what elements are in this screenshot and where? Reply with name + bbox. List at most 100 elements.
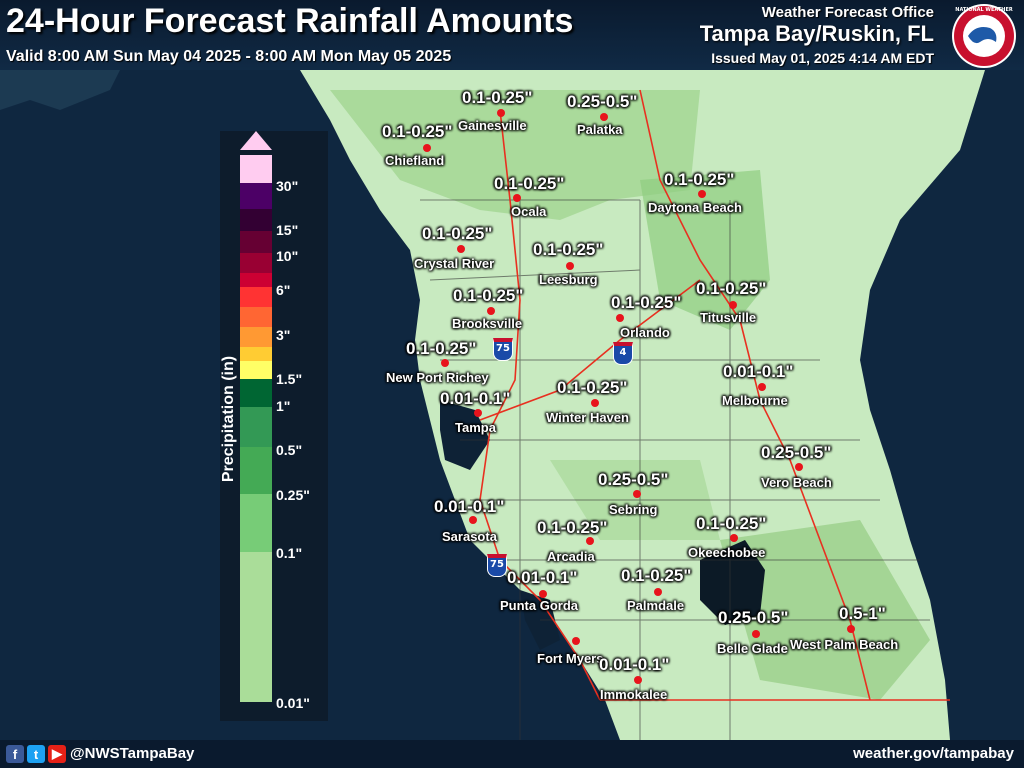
city-marker [847, 625, 855, 633]
legend-tick-label: 0.25" [276, 487, 310, 503]
legend-arrow [240, 131, 272, 150]
city-rainfall-amount: 0.1-0.25" [537, 518, 608, 537]
city-rainfall-amount: 0.1-0.25" [453, 286, 524, 305]
legend-swatch [240, 347, 272, 361]
city-name: Palatka [577, 122, 623, 137]
city-marker [487, 307, 495, 315]
legend-swatch [240, 552, 272, 702]
legend-title: Precipitation (in) [220, 355, 237, 483]
office-name: Tampa Bay/Ruskin, FL [699, 21, 934, 46]
social-handle[interactable]: @NWSTampaBay [70, 745, 195, 762]
legend-tick-label: 0.01" [276, 695, 310, 711]
legend-swatch [240, 155, 272, 183]
city-rainfall-amount: 0.1-0.25" [621, 566, 692, 585]
county-lines [420, 199, 930, 740]
legend-swatch [240, 327, 272, 347]
greener-zone-east [640, 170, 770, 330]
city-rainfall-amount: 0.1-0.25" [462, 88, 533, 107]
city-rainfall-amount: 0.1-0.25" [611, 293, 682, 312]
legend-tick-label: 15" [276, 222, 299, 238]
city-name: Titusville [700, 310, 757, 325]
city-marker [698, 190, 706, 198]
city-rainfall-amount: 0.1-0.25" [557, 378, 628, 397]
city-name: West Palm Beach [790, 637, 899, 652]
legend-swatch [240, 231, 272, 253]
city-name: Okeechobee [688, 545, 766, 560]
city-name: Chiefland [385, 153, 445, 168]
city-marker [729, 301, 737, 309]
city-name: Sebring [609, 502, 658, 517]
valid-period: Valid 8:00 AM Sun May 04 2025 - 8:00 AM … [6, 48, 452, 65]
twitter-icon[interactable]: t [27, 745, 45, 763]
legend-swatch [240, 183, 272, 209]
legend-swatch [240, 407, 272, 447]
header-bar [0, 0, 1024, 70]
city-name: Orlando [620, 325, 670, 340]
city-name: Melbourne [722, 393, 788, 408]
legend-swatch [240, 447, 272, 494]
city-marker [572, 637, 580, 645]
city-name: Palmdale [627, 598, 685, 613]
legend-panel [220, 131, 328, 721]
office-label: Weather Forecast Office [761, 4, 934, 21]
panhandle-land [0, 70, 120, 110]
city-name: Fort Myers [537, 651, 604, 666]
city-rainfall-amount: 0.1-0.25" [494, 174, 565, 193]
legend-tick-label: 3" [276, 327, 291, 343]
legend-tick-label: 30" [276, 178, 299, 194]
legend-tick-label: 1.5" [276, 371, 303, 387]
city-marker [441, 359, 449, 367]
greener-zone-south [720, 520, 930, 700]
legend-tick-label: 10" [276, 248, 299, 264]
legend-color-bar [240, 131, 272, 702]
legend-tick-label: 0.5" [276, 442, 303, 458]
tampa-bay [440, 400, 490, 470]
city-marker [600, 113, 608, 121]
city-rainfall-amount: 0.1-0.25" [696, 514, 767, 533]
interstate-shield-icon: 75 [487, 554, 507, 577]
city-rainfall-amount: 0.25-0.5" [718, 608, 789, 627]
greener-zone-north [330, 90, 700, 220]
city-rainfall-amount: 0.1-0.25" [533, 240, 604, 259]
city-name: Sarasota [442, 529, 497, 544]
city-marker [474, 409, 482, 417]
svg-text:NATIONAL WEATHER: NATIONAL WEATHER [955, 7, 1013, 13]
city-rainfall-amount: 0.5-1" [839, 604, 886, 623]
legend-swatch [240, 494, 272, 552]
legend-tick-label: 6" [276, 282, 291, 298]
lake-okeechobee [700, 540, 765, 625]
issued-time: Issued May 01, 2025 4:14 AM EDT [711, 50, 934, 66]
city-marker [795, 463, 803, 471]
legend-swatch [240, 379, 272, 407]
city-name: Immokalee [600, 687, 668, 702]
youtube-icon[interactable]: ▶ [48, 745, 66, 763]
legend-tick-label: 1" [276, 398, 291, 414]
city-rainfall-amount: 0.01-0.1" [440, 389, 511, 408]
footer-bar [0, 740, 1024, 768]
city-name: Crystal River [414, 256, 495, 271]
city-marker [730, 534, 738, 542]
facebook-icon[interactable]: f [6, 745, 24, 763]
city-marker [616, 314, 624, 322]
city-marker [497, 109, 505, 117]
legend-swatch [240, 209, 272, 231]
city-name: Brooksville [452, 316, 523, 331]
city-rainfall-amount: 0.01-0.1" [599, 655, 670, 674]
website-link[interactable]: weather.gov/tampabay [853, 745, 1014, 762]
city-name: Winter Haven [546, 410, 629, 425]
city-name: Belle Glade [717, 641, 788, 656]
interstate-shield-icon: 4 [613, 342, 633, 365]
social-icons: f t ▶ [6, 745, 66, 763]
city-marker [633, 490, 641, 498]
city-marker [539, 590, 547, 598]
city-marker [654, 588, 662, 596]
city-name: Gainesville [458, 118, 527, 133]
city-rainfall-amount: 0.01-0.1" [723, 362, 794, 381]
highways [479, 89, 950, 701]
city-name: Arcadia [547, 549, 595, 564]
city-rainfall-amount: 0.1-0.25" [382, 122, 453, 141]
city-marker [513, 194, 521, 202]
city-marker [457, 245, 465, 253]
city-rainfall-amount: 0.25-0.5" [761, 443, 832, 462]
